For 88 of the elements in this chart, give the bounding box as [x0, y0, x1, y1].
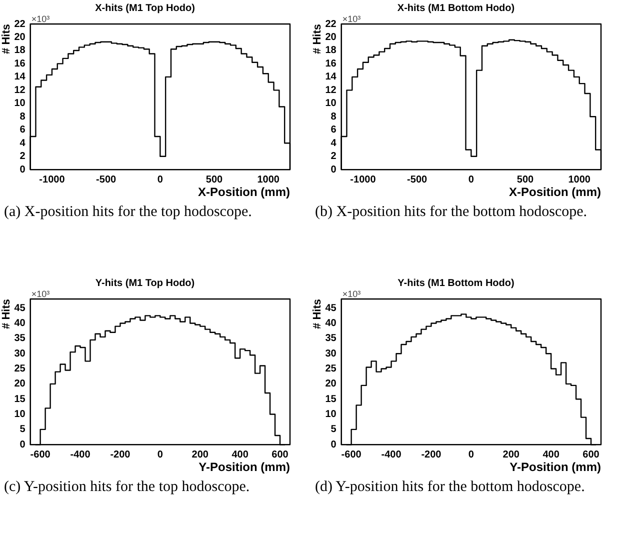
x-tick-label: 200 [502, 449, 520, 460]
x-tick-label: 0 [157, 174, 164, 186]
y-tick-label: 16 [325, 58, 337, 70]
text: (d) Y-position hits for the bottom hodoscope. [314, 478, 586, 496]
y-tick-label: 40 [325, 318, 337, 330]
x-tick-label: 500 [206, 174, 224, 186]
x-tick-label: 500 [516, 174, 534, 186]
y-axis-title: # Hits [0, 24, 13, 54]
annotation: ×10³ [342, 288, 361, 299]
y-tick-label: 18 [325, 45, 337, 56]
y-axis-title: # Hits [312, 299, 324, 329]
y-tick-label: 35 [325, 333, 337, 344]
y-tick-label: 6 [20, 124, 26, 136]
chart-title: X-hits (M1 Bottom Hodo) [397, 2, 515, 14]
x-tick-label: 0 [157, 449, 164, 460]
x-axis-title: X-Position (mm) [198, 185, 290, 200]
y-tick-label: 25 [325, 364, 337, 375]
x-tick-label: 0 [468, 449, 474, 460]
y-tick-label: 12 [14, 84, 26, 96]
y-tick-label: 30 [14, 348, 26, 360]
x-tick-label: 1000 [257, 174, 280, 186]
y-tick-label: 10 [325, 98, 337, 110]
y-axis-title: # Hits [312, 24, 324, 54]
y-tick-label: 45 [325, 302, 337, 314]
y-tick-label: 8 [330, 111, 337, 122]
text: (c) Y-position hits for the top hodoscope. [3, 478, 251, 496]
text: (b) X-position hits for the bottom hodoscope. [314, 203, 588, 221]
chart-title: Y-hits (M1 Bottom Hodo) [398, 278, 514, 289]
y-tick-label: 22 [14, 18, 26, 30]
y-tick-label: 35 [14, 333, 26, 344]
y-tick-label: 45 [14, 302, 26, 314]
x-tick-label: -600 [341, 449, 362, 460]
y-tick-label: 40 [14, 318, 26, 330]
y-tick-label: 14 [14, 72, 26, 83]
y-tick-label: 5 [330, 424, 337, 436]
x-axis-title: X-Position (mm) [509, 185, 601, 200]
y-tick-label: 4 [330, 138, 337, 149]
y-tick-label: 25 [14, 364, 26, 375]
y-tick-label: 12 [325, 84, 337, 96]
x-tick-label: -600 [30, 449, 51, 460]
x-tick-label: -1000 [350, 174, 376, 186]
y-tick-label: 20 [325, 32, 337, 43]
chart-title: X-hits (M1 Top Hodo) [95, 2, 195, 14]
y-tick-label: 0 [330, 164, 337, 176]
chart-title: Y-hits (M1 Top Hodo) [95, 278, 195, 289]
y-axis-title: # Hits [0, 299, 13, 329]
x-tick-label: 1000 [568, 174, 591, 186]
y-tick-label: 2 [330, 151, 337, 162]
x-tick-label: 600 [582, 449, 600, 460]
y-tick-label: 18 [14, 45, 26, 56]
y-tick-label: 30 [325, 348, 337, 360]
x-tick-label: -200 [110, 449, 131, 460]
y-tick-label: 0 [330, 439, 337, 450]
y-tick-label: 6 [330, 124, 337, 136]
y-tick-label: 4 [20, 138, 26, 149]
y-tick-label: 8 [20, 111, 26, 122]
y-tick-label: 0 [20, 164, 26, 176]
x-tick-label: 400 [542, 449, 560, 460]
y-tick-label: 5 [20, 424, 26, 436]
y-tick-label: 15 [325, 394, 337, 405]
y-tick-label: 2 [20, 151, 26, 162]
annotation: ×10³ [342, 14, 361, 24]
y-tick-label: 14 [325, 72, 337, 83]
x-tick-label: -500 [407, 174, 428, 186]
y-tick-label: 10 [14, 409, 26, 420]
x-tick-label: 600 [272, 449, 289, 460]
y-tick-label: 15 [14, 394, 26, 405]
x-axis-title: Y-Position (mm) [198, 460, 290, 474]
y-tick-label: 20 [14, 378, 26, 390]
x-tick-label: -200 [421, 449, 442, 460]
x-axis-title: Y-Position (mm) [510, 460, 601, 474]
x-tick-label: 0 [468, 174, 474, 186]
x-tick-label: -500 [96, 174, 117, 186]
x-tick-label: -400 [381, 449, 402, 460]
text: (a) X-position hits for the top hodoscope. [3, 203, 253, 221]
y-tick-label: 10 [14, 98, 26, 110]
x-tick-label: 400 [232, 449, 249, 460]
y-tick-label: 20 [14, 32, 26, 43]
x-tick-label: -400 [70, 449, 91, 460]
y-tick-label: 20 [325, 378, 337, 390]
y-tick-label: 10 [325, 409, 337, 420]
annotation: ×10³ [31, 14, 50, 24]
y-tick-label: 0 [20, 439, 26, 450]
x-tick-label: -1000 [39, 174, 66, 186]
y-tick-label: 22 [325, 18, 337, 30]
y-tick-label: 16 [14, 58, 26, 70]
annotation: ×10³ [31, 288, 50, 299]
x-tick-label: 200 [192, 449, 209, 460]
